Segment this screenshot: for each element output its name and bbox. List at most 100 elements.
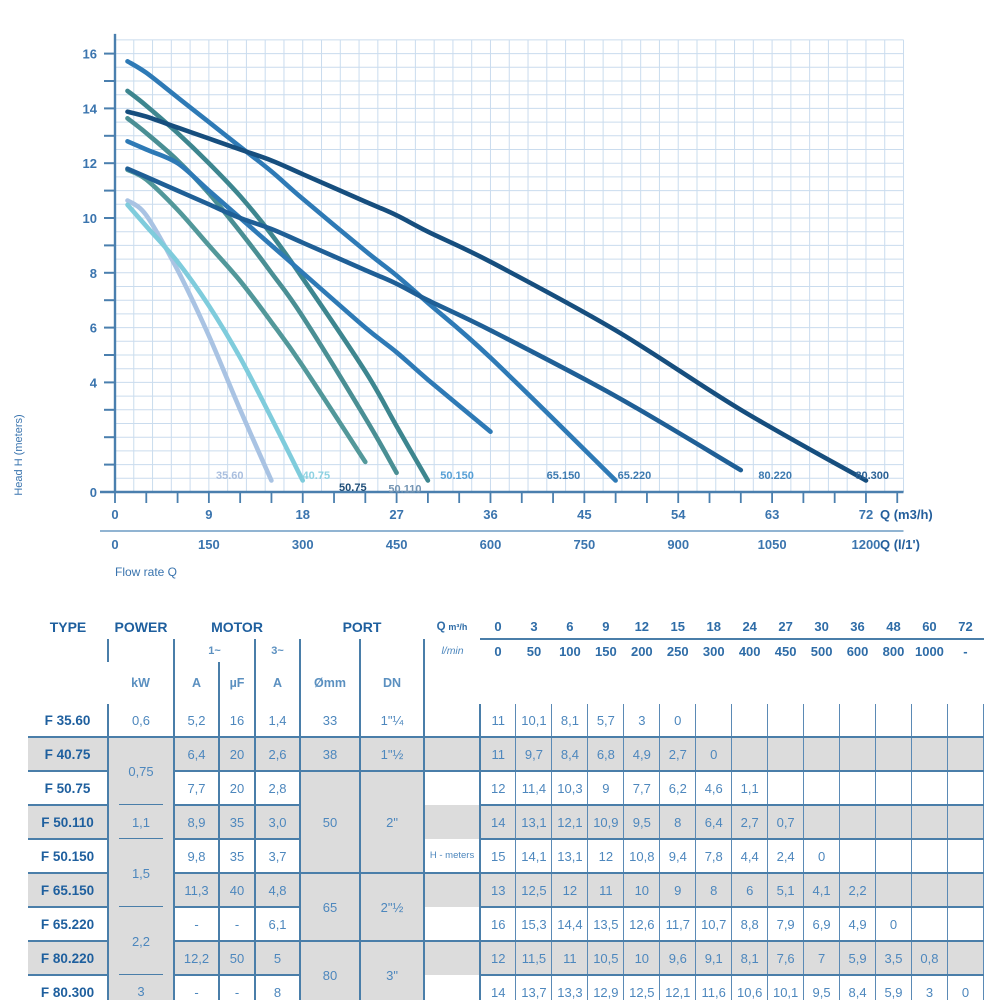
y-tick-label: 14 bbox=[83, 101, 98, 116]
q-m3h-header-value: 27 bbox=[767, 614, 804, 640]
cell-power: 3 bbox=[108, 975, 175, 1000]
curve-35.60 bbox=[125, 198, 274, 483]
cell-head-value: 8,1 bbox=[731, 941, 769, 976]
x-axis-unit-lmin: Q (l/1') bbox=[880, 537, 920, 552]
spacer bbox=[28, 639, 109, 662]
cell-head-value bbox=[839, 737, 877, 772]
cell-head-value: 10 bbox=[623, 941, 661, 976]
col-header-amps-3ph: A bbox=[255, 662, 302, 704]
spacer bbox=[300, 639, 362, 662]
cell-power: 0,6 bbox=[108, 704, 175, 738]
cell-head-value: 4,6 bbox=[695, 771, 733, 806]
cell-amps-3ph: 3,0 bbox=[255, 805, 302, 840]
cell-uf: 20 bbox=[219, 737, 256, 772]
cell-head-value: 0 bbox=[803, 839, 841, 874]
cell-head-value: 12 bbox=[480, 771, 517, 806]
cell-head-value: 10,3 bbox=[551, 771, 589, 806]
q-lmin-header-value: 400 bbox=[738, 643, 761, 659]
table-row: F 80.300 3- -8 14 13,7 13,3 12,9 12,5 12,1 11,6 10… bbox=[28, 975, 985, 1000]
cell-head-value: 7,7 bbox=[623, 771, 661, 806]
cell-head-value: 4,4 bbox=[731, 839, 769, 874]
cell-head-value bbox=[911, 737, 948, 772]
curve-label-50.150: 50.150 bbox=[440, 470, 474, 482]
cell-amps-3ph: 8 bbox=[255, 975, 302, 1000]
cell-head-value: 8 bbox=[659, 805, 697, 840]
cell-head-value: 14,1 bbox=[515, 839, 553, 874]
cell-head-value: 11 bbox=[480, 704, 517, 738]
cell-head-value: 8,8 bbox=[731, 907, 769, 942]
cell-uf: 50 bbox=[219, 941, 256, 976]
cell-h-meters-note bbox=[424, 907, 482, 942]
cell-head-value bbox=[731, 704, 769, 738]
cell-amps-1ph: 11,3 bbox=[174, 873, 220, 908]
curves bbox=[125, 59, 869, 483]
cell-head-value: 12,1 bbox=[659, 975, 697, 1000]
cell-head-value: 6 bbox=[731, 873, 769, 908]
x-tick-label-lmin: 750 bbox=[573, 537, 595, 552]
q-m3h-header-value: 15 bbox=[659, 614, 696, 640]
cell-h-meters-note bbox=[424, 771, 482, 805]
cell-head-value bbox=[911, 907, 948, 942]
curve-label-40.75: 40.75 bbox=[303, 470, 331, 482]
cell-head-value: 10,5 bbox=[587, 941, 625, 976]
curve-65.220 bbox=[125, 59, 618, 483]
x-tick-label-lmin: 300 bbox=[292, 537, 314, 552]
x-tick-label-m3h: 45 bbox=[577, 507, 591, 522]
q-m3h-header-value: 3 bbox=[515, 614, 552, 640]
cell-power: 1,1 bbox=[108, 805, 175, 839]
x-tick-label-lmin: 1050 bbox=[758, 537, 787, 552]
cell-head-value: 7,9 bbox=[767, 907, 805, 942]
cell-head-value: 3 bbox=[623, 704, 661, 738]
cell-dn: 1"¼ bbox=[360, 704, 426, 738]
x-axis-title: Flow rate Q bbox=[115, 565, 177, 579]
cell-head-value: 14 bbox=[480, 975, 517, 1000]
cell-head-value: 0 bbox=[875, 907, 912, 942]
x-tick-label-lmin: 450 bbox=[386, 537, 408, 552]
cell-head-value: 0 bbox=[947, 975, 985, 1000]
x-tick-label-lmin: 900 bbox=[667, 537, 689, 552]
cell-type: F 50.110 bbox=[28, 805, 109, 840]
x-tick-label-m3h: 36 bbox=[483, 507, 497, 522]
cell-head-value: 16 bbox=[480, 907, 517, 942]
y-tick-label: 12 bbox=[83, 156, 97, 171]
q-lmin-header-value: 150 bbox=[595, 643, 617, 659]
cell-dn: 2" bbox=[360, 771, 426, 874]
cell-head-value: 2,7 bbox=[731, 805, 769, 840]
cell-type: F 50.150 bbox=[28, 839, 109, 874]
cell-head-value: 6,8 bbox=[587, 737, 625, 772]
x-tick-label-m3h: 27 bbox=[389, 507, 403, 522]
curve-label-50.110: 50.110 bbox=[388, 484, 421, 496]
cell-head-value bbox=[911, 805, 948, 840]
cell-power: 0,75 bbox=[108, 737, 175, 805]
cell-head-value: 15,3 bbox=[515, 907, 553, 942]
cell-head-value: 4,1 bbox=[803, 873, 841, 908]
cell-head-value bbox=[839, 805, 877, 840]
table-row: F 50.110 1,1 8,9 35 3,0 14 13,1 12,1 10,9 9,5 8 6,4… bbox=[28, 805, 985, 840]
cell-head-value bbox=[875, 704, 912, 738]
cell-head-value: 7,8 bbox=[695, 839, 733, 874]
header-row-main: TYPE POWER MOTOR PORT Q m³/h 0 3 6 9 12 15 18 2… bbox=[28, 614, 984, 640]
q-m3h-header-value: 36 bbox=[839, 614, 876, 640]
cell-head-value bbox=[767, 737, 805, 772]
cell-head-value: 0,8 bbox=[911, 941, 948, 976]
cell-head-value bbox=[875, 805, 912, 840]
cell-head-value: 11,6 bbox=[695, 975, 733, 1000]
cell-head-value: 11,4 bbox=[515, 771, 553, 806]
curve-label-80.220: 80.220 bbox=[758, 470, 792, 482]
cell-head-value bbox=[767, 771, 805, 806]
cell-head-value bbox=[947, 771, 985, 806]
cell-head-value: 0,7 bbox=[767, 805, 805, 840]
cell-diameter-mm: 65 bbox=[300, 873, 362, 942]
cell-h-meters-note bbox=[424, 737, 482, 772]
cell-head-value: 14 bbox=[480, 805, 517, 840]
cell-diameter-mm: 38 bbox=[300, 737, 362, 772]
cell-head-value: 8,4 bbox=[839, 975, 877, 1000]
table-row: F 65.220 2,2- -6,1 16 15,3 14,4 13,5 12,6 11,7 10… bbox=[28, 907, 985, 975]
col-header-amps-1ph: A bbox=[174, 662, 220, 704]
q-m3h-header-value: 12 bbox=[623, 614, 660, 640]
curve-label-65.220: 65.220 bbox=[618, 470, 652, 482]
cell-head-value: 9,5 bbox=[803, 975, 841, 1000]
spacer bbox=[360, 639, 426, 662]
curve-50.110 bbox=[125, 116, 399, 476]
y-tick-label: 4 bbox=[90, 375, 98, 390]
